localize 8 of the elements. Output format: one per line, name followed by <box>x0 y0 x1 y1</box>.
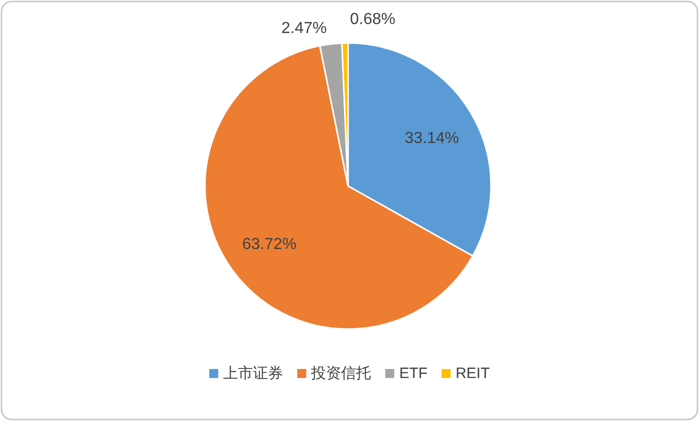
legend-label: REIT <box>456 365 490 382</box>
data-label: 0.68% <box>350 10 396 28</box>
data-label: 33.14% <box>404 130 460 147</box>
data-label: 63.72% <box>242 236 296 254</box>
legend-label: 上市证券 <box>223 365 284 382</box>
legend-label: 投资信托 <box>310 365 372 382</box>
data-label: 2.47% <box>281 20 327 37</box>
legend-label: ETF <box>399 365 428 382</box>
